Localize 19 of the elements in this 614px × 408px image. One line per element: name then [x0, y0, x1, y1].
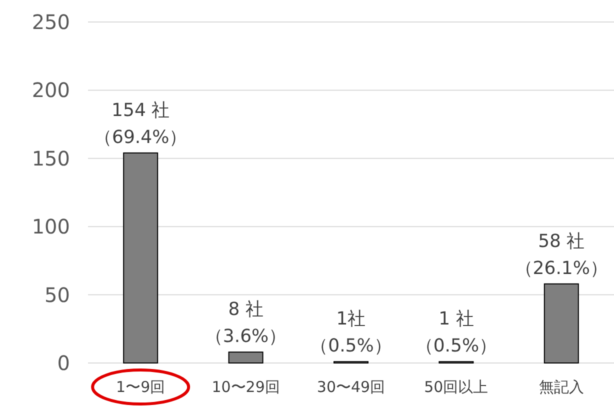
x-tick-label: 1〜9回 — [116, 378, 166, 396]
y-tick-label: 50 — [44, 282, 70, 307]
y-tick-label: 250 — [32, 10, 70, 34]
data-label: 1社（0.5%） — [310, 308, 392, 357]
x-tick-label: 50回以上 — [424, 378, 488, 396]
bar — [228, 352, 264, 364]
x-tick-label: 無記入 — [538, 378, 584, 396]
y-tick-label: 0 — [57, 351, 70, 375]
data-label: 8 社（3.6%） — [204, 299, 287, 348]
bar — [123, 152, 158, 364]
x-tick-label: 10〜29回 — [212, 378, 280, 396]
data-label: 1 社（0.5%） — [415, 308, 498, 357]
y-tick-label: 200 — [32, 78, 70, 102]
y-tick-label: 100 — [32, 214, 70, 239]
data-label: 154 社（69.4%） — [94, 100, 188, 148]
data-label: 58 社（26.1%） — [514, 230, 608, 279]
x-tick-label: 30〜49回 — [316, 378, 386, 396]
y-tick-label: 150 — [32, 146, 70, 170]
bar — [544, 283, 579, 364]
